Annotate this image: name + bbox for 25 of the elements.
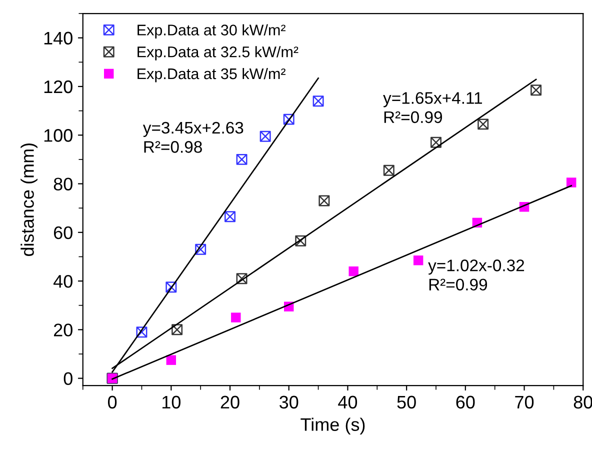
annotation: y=1.02x-0.32 R²=0.99 (428, 260, 524, 290)
x-axis-title: Time (s) (300, 418, 365, 435)
y-tick-label: 60 (54, 226, 72, 240)
x-tick-label: 80 (574, 396, 592, 409)
x-tick-label: 0 (108, 396, 117, 409)
annotation: y=3.45x+2.63 R²=0.98 (142, 122, 244, 153)
x-tick-label: 70 (515, 396, 534, 409)
y-axis-title: distance (mm) (20, 144, 38, 256)
x-tick-label: 30 (280, 396, 298, 409)
x-tick-label: 20 (220, 396, 240, 409)
legend-label: Exp.Data at 35 kW/m² (138, 68, 286, 82)
legend-label: Exp.Data at 30 kW/m² (138, 24, 286, 38)
x-tick-label: 60 (456, 396, 475, 409)
y-tick-label: 120 (44, 80, 72, 94)
legend-label: Exp.Data at 32.5 kW/m² (138, 46, 298, 60)
x-tick-label: 10 (162, 396, 180, 409)
annotation: y=1.65x+4.11 R²=0.99 (383, 92, 482, 124)
y-tick-label: 20 (54, 324, 72, 336)
x-tick-label: 50 (397, 396, 416, 409)
x-tick-label: 40 (338, 396, 358, 409)
y-tick-label: 0 (64, 372, 72, 386)
y-tick-label: 40 (53, 274, 72, 288)
y-tick-label: 100 (44, 129, 72, 142)
y-tick-label: 140 (44, 32, 72, 45)
y-tick-label: 80 (54, 178, 72, 190)
